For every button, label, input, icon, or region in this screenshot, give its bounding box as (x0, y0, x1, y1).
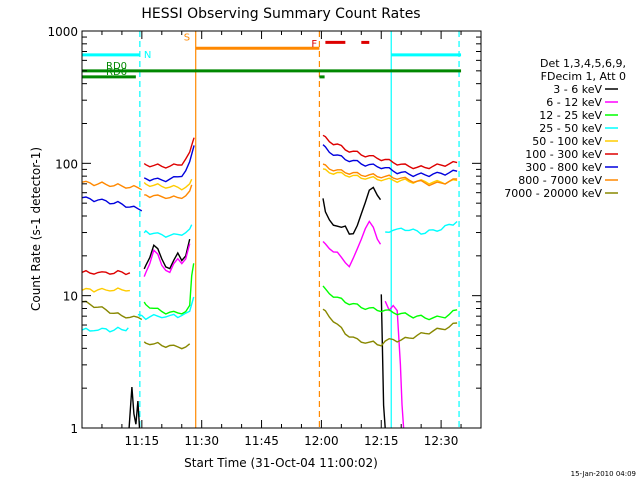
series-line (82, 300, 143, 321)
series-line (143, 224, 193, 238)
x-tick-label: 12:15 (364, 434, 399, 448)
series-800-7000-kev (82, 163, 458, 200)
mode-letter: F (311, 39, 317, 50)
series-line (82, 180, 143, 191)
legend: Det 1,3,4,5,6,9,FDecim 1, Att 03 - 6 keV… (504, 57, 626, 200)
series-line (137, 296, 195, 321)
x-tick-label: 11:30 (184, 434, 219, 448)
legend-entry-label: 7000 - 20000 keV (504, 187, 602, 200)
chart-title: HESSI Observing Summary Count Rates (141, 6, 420, 22)
annotation-layer (82, 31, 462, 428)
series-line (143, 145, 195, 183)
series-line (143, 341, 191, 350)
legend-entry-label: 300 - 800 keV (525, 161, 602, 174)
series-3-6-kev (128, 186, 386, 428)
legend-entry-label: 50 - 100 keV (532, 135, 602, 148)
legend-entry-label: 800 - 7000 keV (518, 174, 602, 187)
series-line (143, 178, 193, 191)
y-axis-label: Count Rate (s-1 detector-1) (29, 147, 43, 311)
legend-header: Det 1,3,4,5,6,9, (540, 57, 626, 70)
series-line (82, 326, 129, 333)
series-12-25-kev (143, 263, 458, 321)
series-line (322, 308, 458, 347)
series-line (144, 184, 193, 200)
series-300-800-kev (82, 144, 458, 212)
x-tick-label: 11:45 (244, 434, 279, 448)
series-line (143, 137, 195, 169)
series-line (322, 163, 458, 187)
series-line (143, 238, 191, 270)
x-tick-label: 12:30 (424, 434, 459, 448)
legend-entry-label: 25 - 50 keV (539, 122, 602, 135)
y-tick-label: 1000 (47, 25, 78, 39)
series-100-300-kev (82, 134, 458, 276)
y-tick-label: 1 (70, 422, 78, 436)
x-tick-label: 12:00 (304, 434, 339, 448)
axes-layer: 11:15 11:30 11:45 12:00 12:15 12:30 1 10 100 1000 (47, 25, 481, 448)
legend-entry-label: 100 - 300 keV (525, 148, 602, 161)
series-line (322, 285, 458, 321)
series-line (322, 220, 382, 268)
x-tick-label: 11:15 (125, 434, 160, 448)
mode-bar-label: RD6 (106, 67, 127, 78)
footer-date: 15-Jan-2010 04:09 (571, 470, 636, 478)
series-line (128, 386, 141, 428)
series-7000-20000-kev (82, 300, 458, 350)
legend-entry-label: 12 - 25 keV (539, 109, 602, 122)
series-line (82, 269, 131, 276)
y-tick-label: 10 (63, 290, 78, 304)
mode-letter: N (144, 50, 151, 61)
series-line (322, 144, 458, 178)
series-line (82, 287, 130, 293)
series-line (143, 243, 191, 277)
y-tick-label: 100 (55, 157, 78, 171)
x-axis-label: Start Time (31-Oct-04 11:00:02) (184, 456, 378, 470)
series-line (385, 220, 458, 235)
series-line (82, 196, 143, 212)
mode-letter: S (184, 33, 190, 44)
series-line (322, 186, 382, 235)
series-line (143, 263, 195, 315)
mode-bar-label: RD0 (106, 61, 127, 72)
legend-entry-label: 6 - 12 keV (546, 96, 602, 109)
series-line (380, 294, 386, 428)
series-layer (82, 134, 458, 428)
legend-header: FDecim 1, Att 0 (541, 70, 626, 83)
series-line (322, 168, 458, 185)
series-25-50-kev (82, 220, 458, 333)
series-line (322, 134, 458, 170)
legend-entry-label: 3 - 6 keV (553, 83, 602, 96)
series-50-100-kev (82, 168, 458, 293)
y-axis-label-text: Count Rate (s-1 detector-1) (29, 147, 43, 311)
